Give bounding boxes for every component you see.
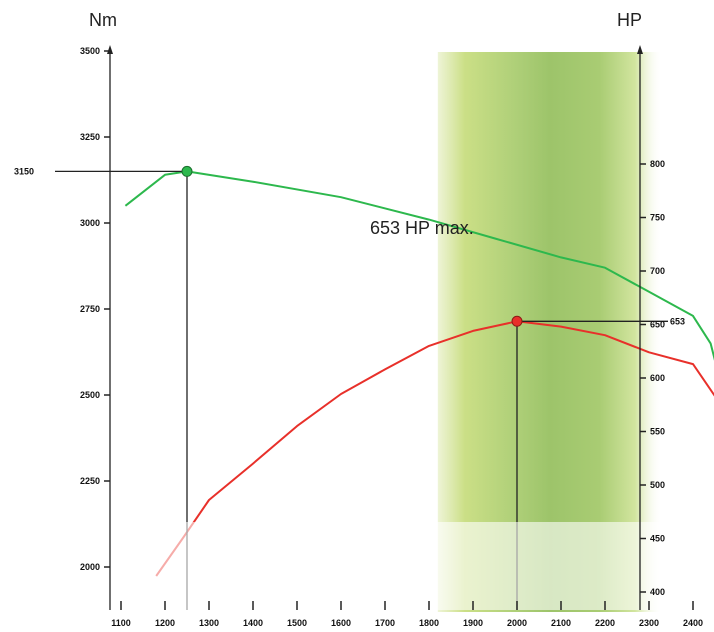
left-tick-label: 2750 — [80, 304, 100, 314]
series-layer — [124, 170, 714, 577]
left-tick-label: 2500 — [80, 390, 100, 400]
x-tick-label: 2200 — [595, 618, 615, 628]
x-tick-label: 2300 — [639, 618, 659, 628]
x-tick-label: 2000 — [507, 618, 527, 628]
x-tick-label: 1300 — [199, 618, 219, 628]
right-tick-label: 500 — [650, 480, 665, 490]
right-tick-label: 800 — [650, 159, 665, 169]
left-tick-label: 3000 — [80, 218, 100, 228]
axes: 2000 2250 2500 2750 3000 3250 3500 400 450 500 550… — [80, 45, 703, 628]
left-axis-unit: Nm — [89, 10, 117, 30]
markers — [181, 165, 523, 327]
series-line-torque — [124, 170, 714, 361]
left-axis-arrow — [107, 45, 113, 54]
right-tick-label: 550 — [650, 427, 665, 437]
x-tick-label: 1900 — [463, 618, 483, 628]
right-tick-label: 400 — [650, 587, 665, 597]
right-tick-label: 700 — [650, 266, 665, 276]
right-marker-label: 653 — [670, 316, 685, 326]
left-tick-label: 3500 — [80, 46, 100, 56]
power-max-marker — [511, 315, 523, 327]
right-tick-label: 750 — [650, 213, 665, 223]
x-tick-label: 1500 — [287, 618, 307, 628]
right-axis-unit: HP — [617, 10, 642, 30]
right-axis-arrow — [637, 45, 643, 54]
max-power-annotation: 653 HP max. — [370, 218, 474, 238]
left-tick-label: 3250 — [80, 132, 100, 142]
highlight-band — [437, 52, 663, 612]
x-tick-label: 1600 — [331, 618, 351, 628]
right-tick-label: 450 — [650, 534, 665, 544]
left-tick-label: 2250 — [80, 476, 100, 486]
right-tick-label: 600 — [650, 373, 665, 383]
x-tick-label: 2100 — [551, 618, 571, 628]
x-tick-label: 1200 — [155, 618, 175, 628]
x-tick-label: 1800 — [419, 618, 439, 628]
torque-max-marker — [181, 165, 193, 177]
series-line-power — [155, 320, 714, 577]
x-tick-label: 2400 — [683, 618, 703, 628]
left-tick-label: 2000 — [80, 562, 100, 572]
x-tick-label: 1400 — [243, 618, 263, 628]
right-tick-label: 650 — [650, 320, 665, 330]
x-tick-label: 1700 — [375, 618, 395, 628]
bottom-fade-band — [0, 522, 714, 610]
x-tick-label: 1100 — [111, 618, 131, 628]
left-marker-label: 3150 — [14, 166, 34, 176]
